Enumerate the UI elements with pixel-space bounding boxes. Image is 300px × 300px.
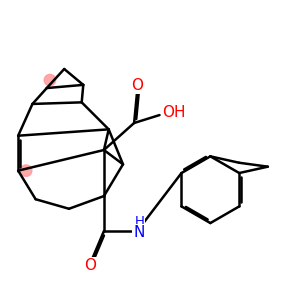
Text: O: O	[131, 78, 143, 93]
Circle shape	[20, 165, 32, 176]
Circle shape	[44, 74, 56, 86]
Text: H: H	[134, 215, 144, 228]
Text: O: O	[84, 259, 96, 274]
Text: N: N	[134, 225, 145, 240]
Text: OH: OH	[162, 105, 186, 120]
